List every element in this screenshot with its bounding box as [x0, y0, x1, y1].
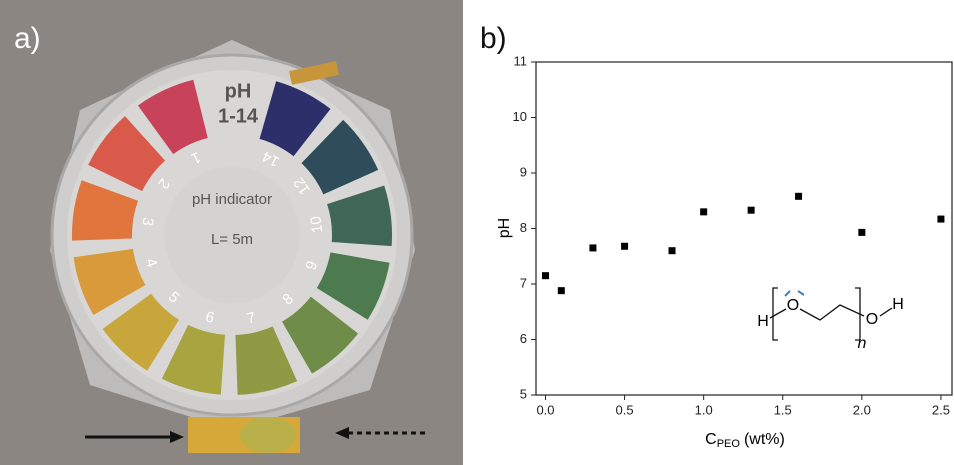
color-segment	[161, 324, 226, 395]
color-segment	[102, 293, 180, 371]
point	[795, 192, 803, 200]
point	[621, 242, 629, 250]
color-segment	[73, 248, 146, 315]
atom: O	[866, 311, 878, 328]
x-label-main: C	[705, 431, 717, 448]
wheel-number: 10	[307, 215, 326, 234]
plot-frame	[535, 61, 953, 396]
x-label-unit: (wt%)	[744, 431, 785, 448]
wheel-number: 3	[139, 216, 157, 227]
wheel-range: 1-14	[218, 105, 259, 127]
point	[541, 272, 549, 280]
atom: O	[787, 297, 799, 314]
x-tick-label: 0.0	[536, 402, 554, 417]
strip-spot	[240, 417, 296, 453]
wheel-length: L= 5m	[211, 231, 253, 248]
point	[700, 208, 708, 216]
y-axis-label: pH	[496, 218, 513, 238]
tape	[289, 61, 339, 85]
color-segment	[301, 119, 379, 195]
arrow-head	[170, 431, 184, 443]
point	[589, 244, 597, 252]
panel-label: a)	[14, 22, 41, 55]
wheel-number: 12	[290, 174, 313, 197]
wheel-center-label: pH indicator	[192, 191, 272, 208]
x-tick-label: 1.0	[695, 402, 713, 417]
x-label-sub: PEO	[717, 438, 741, 450]
panel-label: b)	[480, 22, 507, 55]
y-tick-label: 6	[520, 331, 527, 346]
color-segment	[235, 326, 298, 395]
wheel-number: 7	[245, 309, 257, 327]
x-axis-label: CPEO (wt%)	[705, 431, 785, 450]
atom: H	[757, 313, 769, 330]
wheel-number: 14	[260, 147, 283, 170]
y-tick-label: 9	[520, 164, 527, 179]
color-segment	[259, 81, 331, 157]
y-tick-label: 10	[513, 109, 527, 124]
lone-pair	[784, 290, 805, 297]
color-segment	[316, 252, 390, 320]
point	[747, 206, 755, 214]
color-segment	[88, 116, 166, 192]
y-tick-label: 8	[520, 220, 527, 235]
x-tick-label: 0.5	[616, 402, 634, 417]
repeat-unit: n	[858, 335, 867, 352]
structure: H O O H n	[757, 287, 904, 352]
point	[937, 215, 945, 223]
color-segment	[282, 296, 359, 374]
color-segment	[72, 180, 139, 241]
point	[557, 287, 565, 295]
point	[668, 247, 676, 255]
x-tick-label: 1.5	[774, 402, 792, 417]
x-tick-label: 2.0	[853, 402, 871, 417]
wheel-title: pH	[225, 80, 252, 102]
atom: H	[892, 296, 904, 313]
bonds	[769, 304, 893, 321]
point	[858, 228, 866, 236]
y-tick-label: 7	[520, 275, 527, 290]
x-tick-label: 2.5	[932, 402, 950, 417]
wheel-center	[164, 167, 300, 303]
color-segment	[327, 185, 392, 247]
color-segment	[137, 79, 208, 155]
arrow-head	[335, 427, 349, 439]
y-tick-label: 5	[520, 386, 527, 401]
y-tick-label: 11	[514, 53, 528, 68]
